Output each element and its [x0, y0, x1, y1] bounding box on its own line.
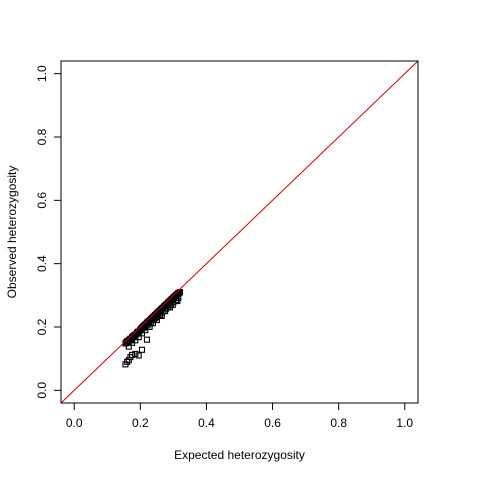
data-point	[135, 352, 142, 359]
data-point	[124, 358, 131, 365]
y-tick-label: 0.4	[35, 255, 49, 272]
y-axis: 0.0 0.2 0.4 0.6 0.8 1.0	[35, 65, 62, 399]
y-tick-label: 0.8	[35, 128, 49, 145]
y-axis-title: Observed heterozygosity	[5, 166, 19, 299]
reference-line-layer	[60, 60, 419, 404]
data-point	[132, 350, 139, 357]
data-point	[135, 334, 142, 341]
x-tick-label: 1.0	[396, 416, 413, 430]
y-tick-label: 0.0	[35, 382, 49, 399]
data-point	[162, 308, 169, 315]
data-point	[174, 297, 181, 305]
reference-line	[60, 60, 419, 404]
x-tick-label: 0.6	[264, 416, 281, 430]
data-point	[132, 337, 139, 344]
data-point	[138, 330, 146, 337]
data-point	[169, 301, 176, 308]
data-point	[157, 311, 164, 319]
data-point	[153, 316, 160, 324]
data-point	[125, 357, 132, 364]
data-point	[142, 327, 149, 334]
data-point	[146, 323, 153, 331]
data-point	[143, 336, 150, 343]
y-tick-label: 0.6	[35, 192, 49, 209]
data-point	[175, 294, 182, 301]
y-tick-label: 1.0	[35, 65, 49, 82]
x-tick-label: 0.8	[330, 416, 347, 430]
x-tick-label: 0.2	[132, 416, 149, 430]
y-tick-label: 0.2	[35, 318, 49, 335]
data-point	[158, 312, 165, 319]
data-point	[129, 351, 136, 358]
x-tick-label: 0.4	[198, 416, 215, 430]
data-point	[149, 320, 156, 327]
data-point	[125, 343, 132, 350]
x-axis-title: Expected heterozygosity	[174, 448, 305, 462]
x-axis: 0.0 0.2 0.4 0.6 0.8 1.0	[66, 402, 413, 430]
x-tick-label: 0.0	[66, 416, 83, 430]
data-point	[138, 346, 146, 353]
